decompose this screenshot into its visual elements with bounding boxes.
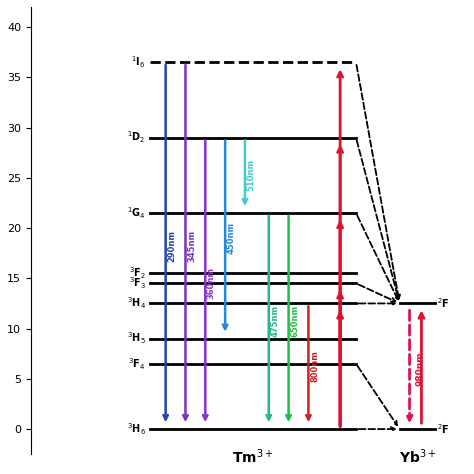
Text: $^{3}$H$_{6}$: $^{3}$H$_{6}$ bbox=[127, 421, 146, 437]
Text: 360nm: 360nm bbox=[207, 267, 216, 300]
Text: Tm$^{3+}$: Tm$^{3+}$ bbox=[232, 447, 273, 466]
Text: 290nm: 290nm bbox=[167, 229, 176, 262]
Text: $^{3}$F$_{2}$: $^{3}$F$_{2}$ bbox=[129, 265, 146, 281]
Text: $^{1}$G$_{4}$: $^{1}$G$_{4}$ bbox=[127, 205, 146, 221]
Text: 650nm: 650nm bbox=[290, 305, 299, 337]
Text: $^2$F: $^2$F bbox=[438, 422, 450, 436]
Text: $^{1}$I$_{6}$: $^{1}$I$_{6}$ bbox=[131, 55, 146, 70]
Text: 475nm: 475nm bbox=[270, 305, 279, 337]
Text: $^{1}$D$_{2}$: $^{1}$D$_{2}$ bbox=[128, 130, 146, 146]
Text: Yb$^{3+}$: Yb$^{3+}$ bbox=[399, 447, 436, 466]
Text: $^{3}$F$_{3}$: $^{3}$F$_{3}$ bbox=[128, 275, 146, 291]
Text: 980nm: 980nm bbox=[416, 351, 425, 386]
Text: $^{3}$F$_{4}$: $^{3}$F$_{4}$ bbox=[128, 356, 146, 372]
Text: 345nm: 345nm bbox=[187, 229, 196, 262]
Text: 450nm: 450nm bbox=[227, 222, 236, 254]
Text: $^{3}$H$_{5}$: $^{3}$H$_{5}$ bbox=[127, 331, 146, 346]
Text: 510nm: 510nm bbox=[246, 159, 255, 191]
Text: $^2$F: $^2$F bbox=[438, 297, 450, 310]
Text: 800nm: 800nm bbox=[310, 350, 319, 382]
Text: $^{3}$H$_{4}$: $^{3}$H$_{4}$ bbox=[127, 296, 146, 311]
